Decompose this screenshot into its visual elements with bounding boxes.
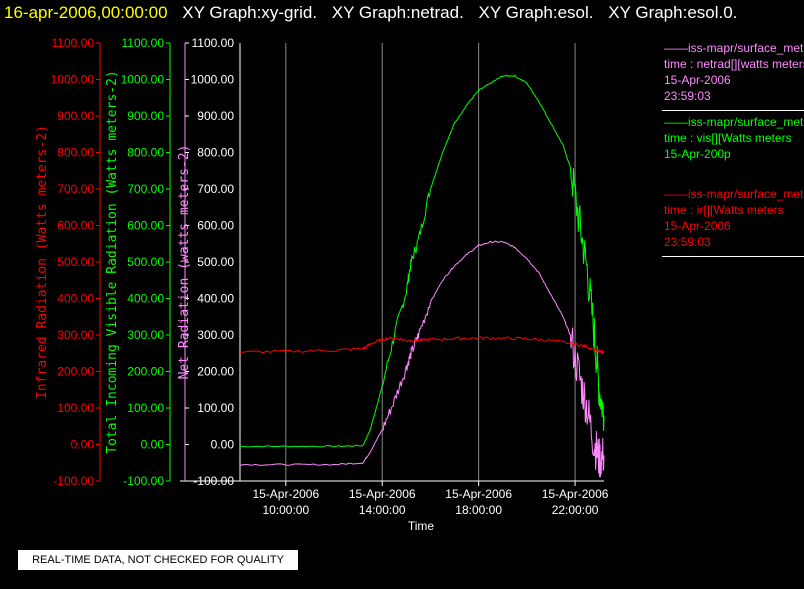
grid-layer bbox=[285, 43, 576, 481]
y-tick-label: 800.00 bbox=[127, 146, 164, 160]
axes-layer: 15-Apr-2006 10:00:00 15-Apr-2006 14:00:00 15… bbox=[35, 36, 609, 533]
y-tick-label: 1100.00 bbox=[122, 36, 165, 50]
y-tick-label: 1100.00 bbox=[52, 36, 95, 50]
x-tick-label-date: 15-Apr-2006 bbox=[349, 487, 416, 501]
y-tick-label: 700.00 bbox=[197, 182, 234, 196]
y-tick-label: 1000.00 bbox=[191, 73, 235, 87]
x-axis-label: Time bbox=[408, 519, 435, 533]
y-tick-label: 1000.00 bbox=[51, 73, 95, 87]
x-tick-label-time: 22:00:00 bbox=[552, 503, 599, 517]
y-tick-label: 0.00 bbox=[141, 438, 165, 452]
y-tick-label: 0.00 bbox=[71, 438, 95, 452]
legend-line: ——iss-mapr/surface_met bbox=[664, 41, 804, 55]
y-tick-label: 900.00 bbox=[127, 109, 164, 123]
y-axis-label-vis: Total Incoming Visible Radiation (Watts … bbox=[105, 70, 120, 454]
legend-line: 15-Apr-200p bbox=[664, 147, 731, 161]
legend-line: time : netrad[][watts meters bbox=[664, 57, 804, 71]
y-tick-label: 800.00 bbox=[57, 146, 94, 160]
y-axis-label-net: Net Radiation (watts meters-2) bbox=[177, 145, 192, 380]
data-quality-banner: REAL-TIME DATA, NOT CHECKED FOR QUALITY bbox=[18, 550, 298, 570]
y-axis-label-ir: Infrared Radiation (Watts meters-2) bbox=[35, 125, 50, 399]
x-tick-label-time: 10:00:00 bbox=[262, 503, 309, 517]
y-tick-label: 200.00 bbox=[197, 365, 234, 379]
y-tick-label: 100.00 bbox=[197, 401, 234, 415]
y-tick-label: 1000.00 bbox=[121, 73, 165, 87]
y-tick-label: 600.00 bbox=[127, 219, 164, 233]
y-tick-label: 300.00 bbox=[197, 328, 234, 342]
x-tick-label-date: 15-Apr-2006 bbox=[445, 487, 512, 501]
y-tick-label: 500.00 bbox=[57, 255, 94, 269]
y-tick-label: -100.00 bbox=[193, 474, 234, 488]
legend-line: ——iss-mapr/surface_met bbox=[664, 115, 804, 129]
legend-line: 15-Apr-2006 bbox=[664, 73, 731, 87]
x-tick-label-date: 15-Apr-2006 bbox=[542, 487, 609, 501]
legend-line: time : ir[][Watts meters bbox=[664, 203, 784, 217]
y-tick-label: 1100.00 bbox=[192, 36, 235, 50]
x-tick-label-time: 14:00:00 bbox=[359, 503, 406, 517]
title-graph-esol-0: XY Graph:esol.0. bbox=[608, 3, 738, 22]
title-graph-esol: XY Graph:esol. bbox=[478, 3, 594, 22]
y-tick-label: 200.00 bbox=[57, 365, 94, 379]
y-tick-label: 100.00 bbox=[127, 401, 164, 415]
title-graph-xy-grid: XY Graph:xy-grid. bbox=[182, 3, 318, 22]
y-tick-label: 500.00 bbox=[197, 255, 234, 269]
x-tick-label-date: 15-Apr-2006 bbox=[252, 487, 319, 501]
series-line-vis bbox=[239, 74, 605, 448]
y-tick-label: 600.00 bbox=[57, 219, 94, 233]
legend-line: 23:59:03 bbox=[664, 89, 711, 103]
title-date: 16-apr-2006,00:00:00 bbox=[4, 3, 168, 22]
series-layer bbox=[239, 74, 605, 478]
y-tick-label: 700.00 bbox=[57, 182, 94, 196]
legend-separator-2 bbox=[662, 256, 804, 257]
y-tick-label: 600.00 bbox=[197, 219, 234, 233]
y-tick-label: 300.00 bbox=[127, 328, 164, 342]
y-tick-label: -100.00 bbox=[53, 474, 94, 488]
y-tick-label: -100.00 bbox=[123, 474, 164, 488]
series-line-net bbox=[239, 240, 605, 478]
y-tick-label: 200.00 bbox=[127, 365, 164, 379]
y-tick-label: 400.00 bbox=[127, 292, 164, 306]
y-tick-label: 900.00 bbox=[197, 109, 234, 123]
y-tick-label: 300.00 bbox=[57, 328, 94, 342]
x-tick-label-time: 18:00:00 bbox=[455, 503, 502, 517]
y-tick-label: 900.00 bbox=[57, 109, 94, 123]
y-tick-label: 500.00 bbox=[127, 255, 164, 269]
window-title-bar: 16-apr-2006,00:00:00 XY Graph:xy-grid. X… bbox=[4, 2, 737, 26]
legend-line: 23:59:03 bbox=[664, 235, 711, 249]
series-line-ir bbox=[239, 336, 605, 355]
y-tick-label: 0.00 bbox=[211, 438, 235, 452]
legend-line: ——iss-mapr/surface_met bbox=[664, 187, 804, 201]
legend-line: 15-Apr-2006 bbox=[664, 219, 731, 233]
title-graph-netrad: XY Graph:netrad. bbox=[331, 3, 464, 22]
legend-separator-1 bbox=[662, 110, 804, 111]
y-tick-label: 700.00 bbox=[127, 182, 164, 196]
y-tick-label: 800.00 bbox=[197, 146, 234, 160]
y-tick-label: 400.00 bbox=[57, 292, 94, 306]
y-tick-label: 400.00 bbox=[197, 292, 234, 306]
y-tick-label: 100.00 bbox=[57, 401, 94, 415]
legend-line: time : vis[][Watts meters bbox=[664, 131, 792, 145]
